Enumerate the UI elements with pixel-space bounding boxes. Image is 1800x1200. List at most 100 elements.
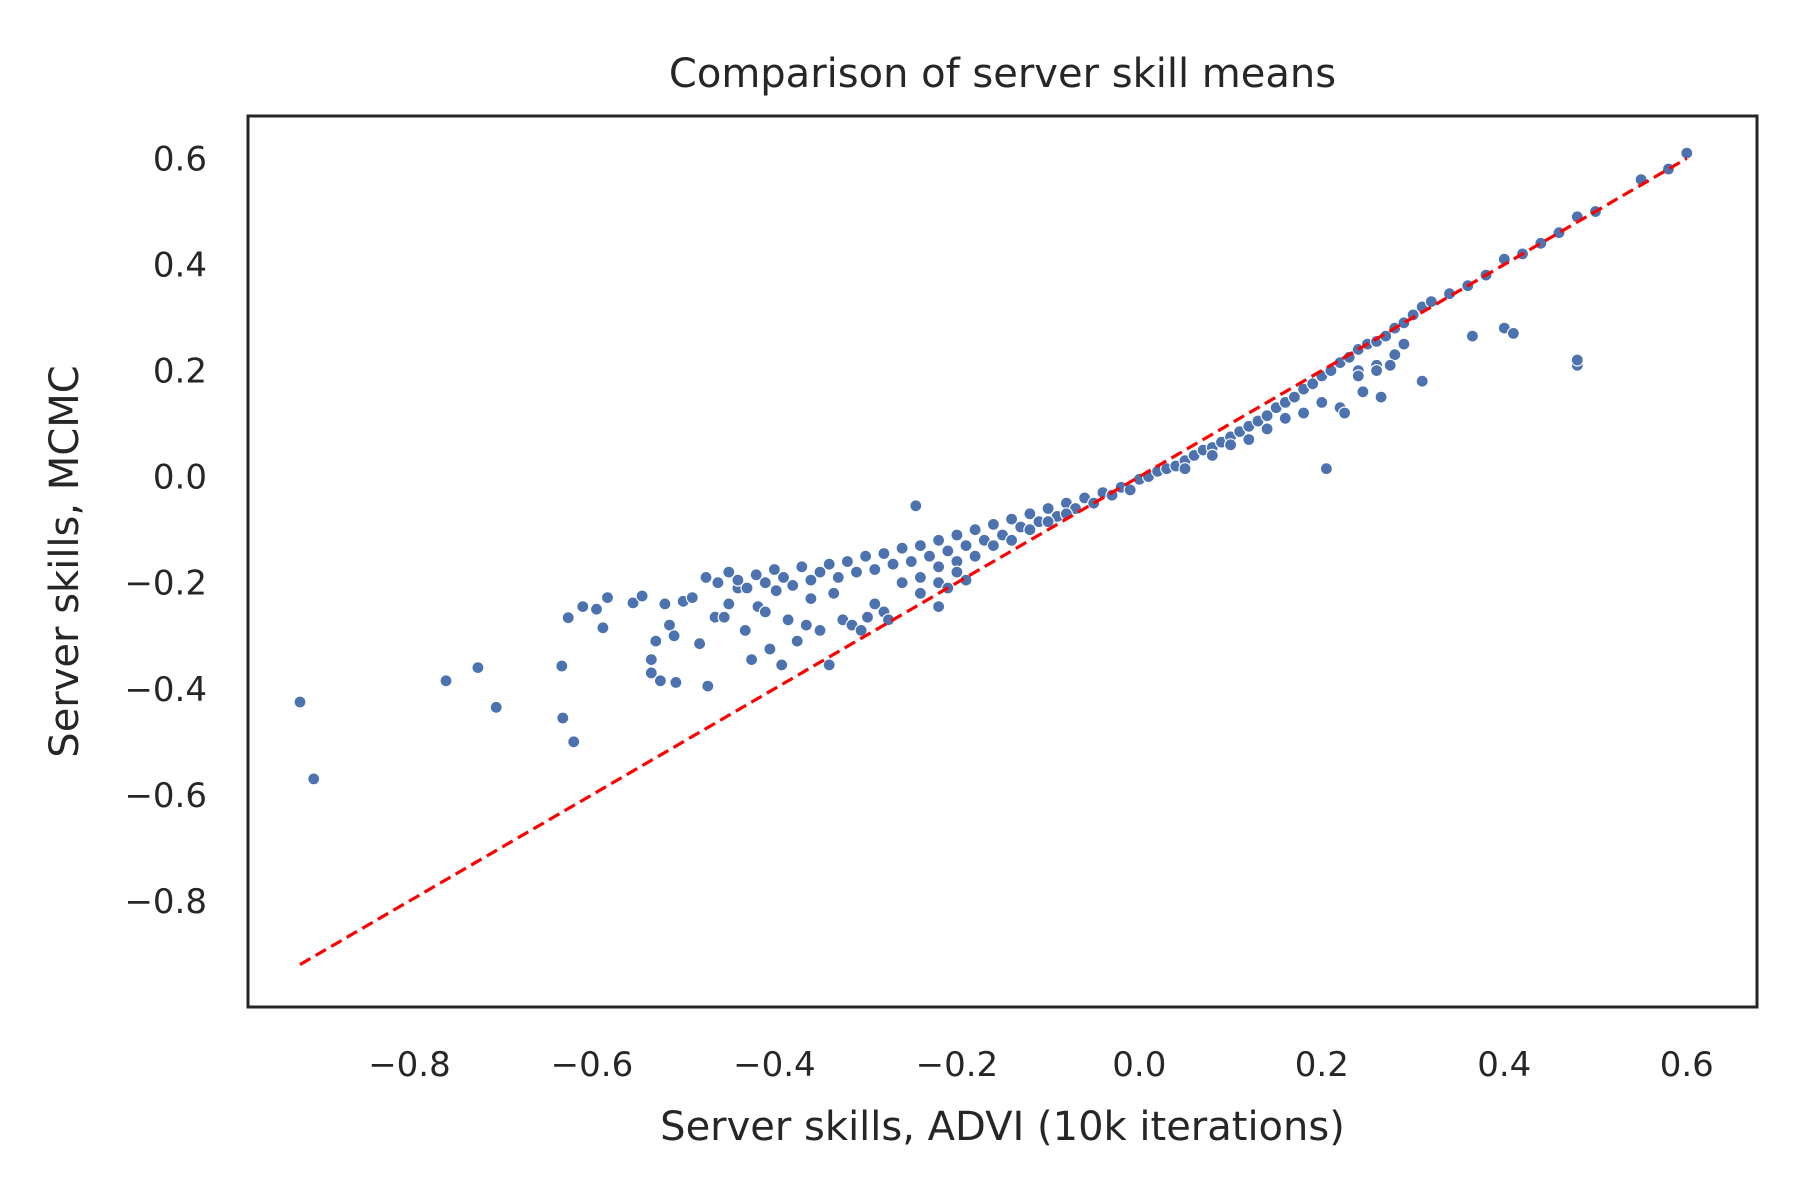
x-axis-ticks: −0.8 −0.6 −0.4 −0.2 0.0 0.2 0.4 0.6 — [368, 1045, 1714, 1085]
data-point — [763, 642, 777, 656]
y-tick-label: −0.8 — [124, 882, 207, 922]
data-point — [1570, 353, 1584, 367]
data-point — [795, 560, 809, 574]
data-point — [849, 565, 864, 579]
data-point — [1041, 515, 1055, 529]
data-point — [307, 772, 321, 786]
data-point — [1123, 483, 1137, 497]
data-point — [886, 557, 900, 571]
data-point — [293, 695, 307, 709]
data-point — [950, 528, 964, 542]
data-point — [576, 599, 590, 614]
data-point — [1337, 406, 1352, 420]
data-point — [776, 570, 791, 585]
data-point — [1004, 512, 1019, 526]
data-point — [1260, 422, 1274, 436]
data-point — [804, 591, 818, 606]
data-point — [813, 565, 827, 579]
data-point — [722, 597, 736, 611]
data-point — [1296, 406, 1311, 420]
data-point — [1319, 462, 1334, 476]
y-axis-ticks: −0.8 −0.6 −0.4 −0.2 0.0 0.2 0.4 0.6 — [124, 139, 207, 922]
data-point — [731, 573, 745, 587]
data-point — [895, 576, 909, 590]
data-point — [822, 658, 836, 672]
data-point — [854, 623, 868, 638]
data-point — [822, 557, 836, 571]
data-point — [567, 735, 581, 749]
data-point — [1397, 337, 1411, 351]
data-point — [738, 623, 752, 638]
data-point — [600, 590, 615, 605]
data-point — [895, 541, 909, 555]
data-point — [1356, 385, 1370, 399]
data-point — [941, 544, 955, 558]
data-point — [1287, 390, 1302, 404]
data-point — [986, 538, 1001, 553]
data-point — [1242, 432, 1256, 447]
data-point — [644, 666, 658, 680]
x-tick-label: −0.6 — [551, 1045, 634, 1085]
data-point — [717, 610, 731, 624]
chart-title: Comparison of server skill means — [669, 51, 1336, 97]
data-point — [1205, 448, 1219, 462]
data-point — [722, 565, 736, 579]
reference-line-layer — [299, 157, 1688, 966]
data-point — [827, 586, 841, 600]
data-point — [758, 576, 772, 590]
y-tick-label: 0.6 — [153, 139, 207, 179]
y-tick-label: 0.0 — [153, 458, 207, 498]
data-point — [596, 621, 610, 635]
data-point — [439, 674, 453, 688]
data-point — [813, 623, 827, 638]
x-axis-label: Server skills, ADVI (10k iterations) — [660, 1104, 1345, 1150]
y-tick-label: 0.2 — [153, 352, 207, 392]
data-point — [1465, 329, 1480, 343]
data-point — [986, 517, 1001, 532]
x-tick-label: −0.4 — [733, 1045, 816, 1085]
plot-frame — [246, 114, 1759, 1009]
data-point — [711, 576, 725, 590]
data-point — [1278, 411, 1292, 425]
x-tick-label: 0.6 — [1660, 1045, 1714, 1085]
data-point — [471, 660, 485, 675]
data-point — [1369, 364, 1384, 378]
x-tick-label: 0.2 — [1295, 1045, 1349, 1085]
data-point — [701, 679, 715, 693]
data-point — [744, 652, 759, 667]
data-point — [1506, 326, 1521, 340]
data-point — [913, 538, 928, 553]
data-point — [781, 613, 795, 627]
data-point — [922, 549, 937, 563]
x-tick-label: −0.2 — [916, 1045, 999, 1085]
data-point — [968, 523, 982, 537]
data-point — [775, 658, 789, 672]
data-point — [931, 560, 946, 574]
data-point — [1041, 501, 1055, 516]
data-point — [1004, 533, 1019, 547]
x-tick-label: −0.8 — [368, 1045, 451, 1085]
data-point — [669, 675, 683, 690]
data-point — [692, 637, 707, 651]
x-tick-label: 0.0 — [1112, 1045, 1166, 1085]
data-point — [913, 586, 928, 600]
data-point — [858, 549, 873, 563]
data-point — [589, 602, 604, 616]
data-point — [653, 674, 668, 688]
reference-line-y-equals-x — [299, 157, 1688, 966]
data-point — [1023, 507, 1037, 521]
data-point — [699, 570, 713, 585]
x-tick-label: 0.4 — [1477, 1045, 1531, 1085]
data-point — [968, 549, 982, 563]
data-point — [1260, 409, 1274, 423]
y-tick-label: −0.6 — [124, 776, 207, 816]
data-point — [556, 711, 570, 725]
data-point — [799, 618, 813, 632]
y-tick-label: −0.4 — [124, 670, 207, 710]
data-point — [868, 562, 882, 577]
data-point — [790, 634, 804, 648]
data-point — [786, 578, 800, 593]
data-point — [749, 568, 763, 582]
data-point — [1351, 369, 1365, 383]
